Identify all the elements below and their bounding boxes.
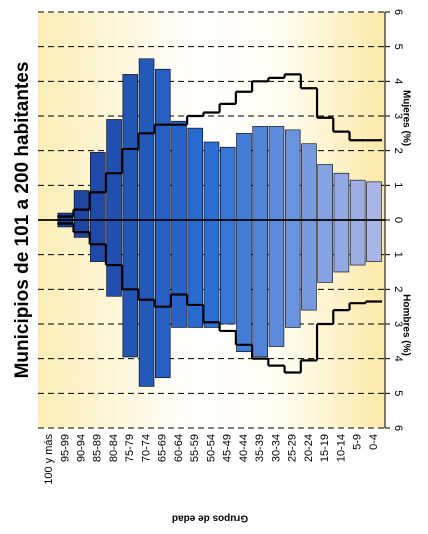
x-tick-label: 35-39 bbox=[254, 434, 266, 462]
y-tick-label: 2 bbox=[392, 286, 404, 292]
men-bar bbox=[155, 219, 171, 379]
women-bar bbox=[187, 127, 204, 221]
women-bar bbox=[349, 179, 366, 221]
men-bar bbox=[236, 219, 252, 353]
men-bar bbox=[219, 219, 236, 325]
x-tick-label: 70-74 bbox=[140, 434, 152, 462]
men-bar bbox=[349, 219, 366, 266]
women-bar bbox=[138, 58, 155, 221]
x-tick-label: 20-24 bbox=[303, 434, 315, 462]
y-tick-label: 3 bbox=[392, 321, 404, 327]
y-tick-label: 2 bbox=[392, 148, 404, 154]
x-tick-label: 55-59 bbox=[189, 434, 201, 462]
x-tick-label: 40-44 bbox=[238, 434, 250, 462]
men-bar bbox=[171, 219, 187, 328]
y-tick-label: 6 bbox=[392, 9, 404, 15]
men-bar bbox=[268, 219, 285, 347]
men-bar bbox=[203, 219, 220, 328]
women-bar bbox=[333, 172, 350, 221]
y-tick-label: 5 bbox=[392, 390, 404, 396]
men-bar bbox=[187, 219, 204, 328]
y-tick-label: 6 bbox=[392, 425, 404, 431]
women-bar bbox=[122, 74, 139, 221]
women-axis-label: Mujeres (%) bbox=[400, 90, 411, 146]
x-tick-label: 25-29 bbox=[287, 434, 299, 462]
men-axis-label: Hombres (%) bbox=[400, 294, 411, 356]
women-bar bbox=[106, 119, 122, 221]
y-tick-label: 3 bbox=[392, 113, 404, 119]
chart-title: Municipios de 101 a 200 habitantes bbox=[12, 62, 33, 379]
men-bar bbox=[106, 219, 122, 297]
women-bar bbox=[366, 181, 382, 221]
women-bar bbox=[219, 146, 236, 221]
women-bar bbox=[90, 152, 106, 221]
men-bar bbox=[284, 219, 301, 328]
x-tick-label: 60-64 bbox=[173, 434, 185, 462]
women-bar bbox=[252, 126, 268, 221]
x-tick-label: 0-4 bbox=[368, 434, 380, 450]
x-tick-label: 30-34 bbox=[270, 434, 282, 462]
x-tick-label: 85-89 bbox=[92, 434, 104, 462]
x-tick-label: 10-14 bbox=[335, 434, 347, 462]
men-bar bbox=[366, 219, 382, 262]
women-bar bbox=[203, 141, 220, 221]
x-axis-label: Grupos de edad bbox=[172, 512, 248, 523]
x-tick-label: 45-49 bbox=[222, 434, 234, 462]
women-bar bbox=[268, 126, 285, 221]
women-bar bbox=[301, 143, 317, 221]
men-bar bbox=[73, 219, 90, 238]
women-bar bbox=[236, 133, 252, 221]
y-tick-label: 4 bbox=[392, 356, 404, 362]
men-bar bbox=[317, 219, 333, 283]
x-tick-label: 90-94 bbox=[76, 434, 88, 462]
y-tick-label: 1 bbox=[392, 182, 404, 188]
women-bar bbox=[73, 190, 90, 221]
men-bar bbox=[138, 219, 155, 387]
x-tick-label: 15-19 bbox=[319, 434, 331, 462]
x-tick-label: 95-99 bbox=[59, 434, 71, 462]
x-tick-label: 75-79 bbox=[124, 434, 136, 462]
women-bar bbox=[155, 68, 171, 221]
women-bar bbox=[171, 120, 187, 221]
x-tick-label: 100 y más bbox=[43, 434, 55, 485]
x-tick-label: 5-9 bbox=[352, 434, 364, 450]
y-tick-label: 0 bbox=[392, 217, 404, 223]
women-bar bbox=[284, 129, 301, 221]
y-tick-label: 1 bbox=[392, 252, 404, 258]
x-tick-label: 65-69 bbox=[157, 434, 169, 462]
men-bar bbox=[90, 219, 106, 262]
y-tick-label: 5 bbox=[392, 44, 404, 50]
men-bar bbox=[301, 219, 317, 311]
x-tick-label: 80-84 bbox=[108, 434, 120, 462]
y-tick-label: 4 bbox=[392, 78, 404, 84]
men-bar bbox=[333, 219, 350, 273]
men-bar bbox=[252, 219, 268, 358]
women-bar bbox=[317, 164, 333, 221]
x-tick-label: 50-54 bbox=[205, 434, 217, 462]
